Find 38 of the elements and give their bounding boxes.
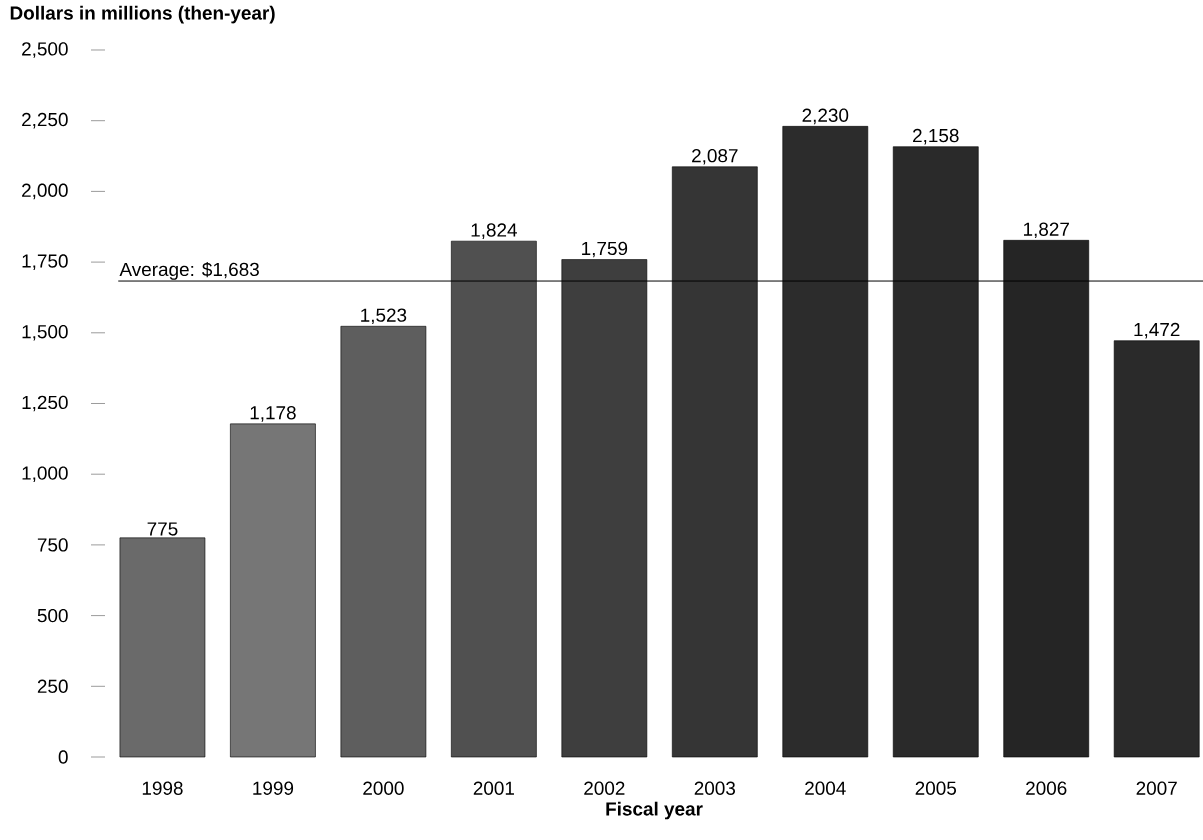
ref-line-label: Average: $1,683 — [119, 261, 259, 280]
x-tick-label: 2000 — [363, 781, 404, 795]
x-tick-label: 1998 — [142, 781, 183, 795]
x-tick-label: 2007 — [1136, 781, 1177, 795]
bar — [1113, 340, 1200, 758]
x-tick-label: 2004 — [805, 781, 846, 795]
data-label: 1,472 — [1134, 322, 1180, 339]
data-label: 1,824 — [471, 223, 517, 239]
x-tick-label: 1999 — [253, 781, 294, 795]
y-tick-label: 500 — [37, 608, 68, 623]
data-label: 2,230 — [802, 108, 849, 125]
bar — [340, 325, 427, 758]
y-axis-title: Dollars in millions (then-year) — [10, 5, 275, 24]
data-label: 1,827 — [1023, 222, 1069, 239]
y-tick-label: 1,500 — [22, 324, 68, 341]
y-tick-label: 250 — [37, 679, 68, 693]
y-tick-label: 2,000 — [22, 183, 68, 200]
data-label: 1,523 — [361, 308, 407, 325]
x-tick-label: 2001 — [473, 781, 514, 795]
x-tick-label: 2002 — [584, 781, 625, 795]
bar — [230, 423, 316, 758]
y-tick-label: 2,250 — [22, 112, 68, 129]
data-label: 775 — [147, 522, 178, 536]
data-label: 1,178 — [250, 406, 296, 422]
bar — [119, 537, 206, 758]
y-tick-label: 0 — [58, 750, 68, 764]
x-tick-label: 2006 — [1026, 781, 1067, 795]
x-axis-title: Fiscal year — [606, 801, 703, 820]
data-label: 2,158 — [913, 128, 959, 145]
x-tick-label: 2005 — [915, 781, 957, 795]
y-tick-label: 750 — [37, 538, 68, 552]
y-tick-label: 1,250 — [22, 395, 68, 412]
y-tick-label: 2,500 — [22, 42, 68, 58]
data-label: 2,087 — [692, 148, 738, 165]
y-tick-label: 1,000 — [22, 466, 68, 483]
y-tick-label: 1,750 — [22, 254, 68, 270]
data-label: 1,759 — [582, 241, 628, 258]
x-tick-label: 2003 — [694, 781, 736, 795]
